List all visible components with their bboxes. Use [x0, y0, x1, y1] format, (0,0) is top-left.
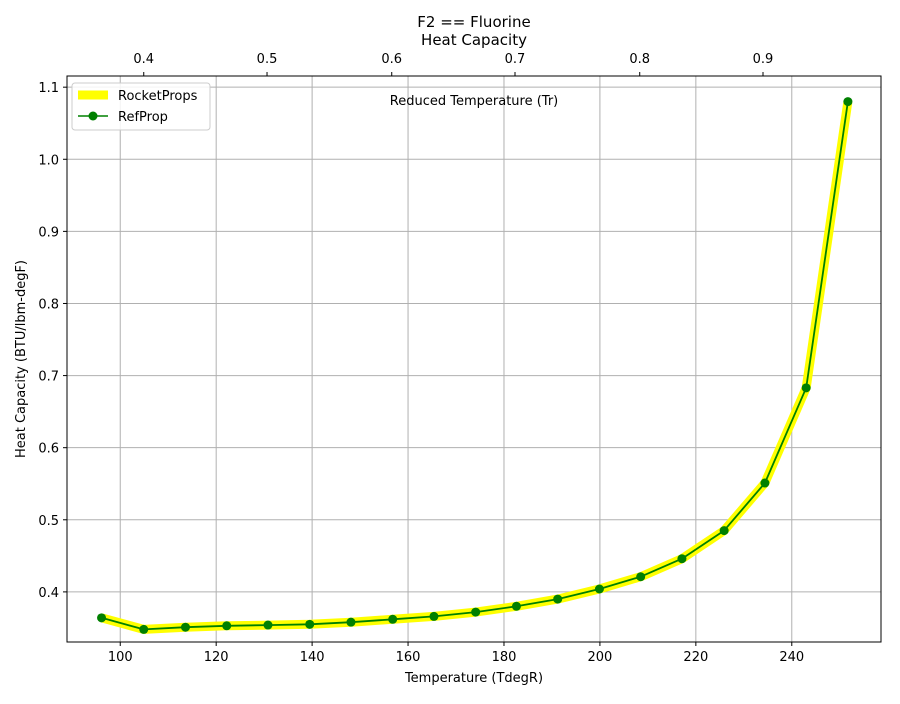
plot-frame	[66, 75, 882, 643]
y-axis-label: Heat Capacity (BTU/lbm-degF)	[14, 260, 29, 458]
top-x-tick-label: 0.6	[381, 52, 402, 67]
refprop-point	[222, 621, 232, 631]
chart-title-line1: F2 == Fluorine	[417, 13, 530, 31]
refprop-point	[843, 97, 853, 107]
refprop-point	[429, 611, 439, 621]
refprop-point	[139, 624, 149, 634]
x-tick-label: 240	[779, 650, 804, 665]
y-tick-label: 0.6	[38, 442, 59, 457]
y-tick-label: 1.0	[38, 153, 59, 168]
legend: RocketProps RefProp	[71, 82, 211, 131]
refprop-point	[471, 607, 481, 617]
chart-title-line2: Heat Capacity	[421, 31, 527, 49]
refprop-point	[388, 614, 398, 624]
refprop-point	[719, 526, 729, 536]
x-tick-label: 220	[683, 650, 708, 665]
legend-label-rocketprops: RocketProps	[118, 89, 198, 104]
legend-marker-refprop	[88, 111, 98, 121]
x-tick-label: 100	[108, 650, 133, 665]
top-x-tick-label: 0.9	[753, 52, 774, 67]
top-x-tick-label: 0.7	[505, 52, 526, 67]
legend-label-refprop: RefProp	[118, 110, 168, 125]
series-line-refprop	[101, 101, 849, 631]
x-axis-label: Temperature (TdegR)	[404, 671, 543, 686]
refprop-point	[263, 620, 273, 630]
top-x-tick-label: 0.5	[257, 52, 278, 67]
top-x-tick-label: 0.4	[133, 52, 154, 67]
y-tick-label: 0.4	[38, 586, 59, 601]
refprop-point	[760, 478, 770, 488]
refprop-point	[305, 619, 315, 629]
series-line-rocketprops	[100, 100, 853, 634]
refprop-point	[594, 584, 604, 594]
x-tick-label: 140	[300, 650, 325, 665]
refprop-point	[636, 572, 646, 582]
tick-layer: 100 120 140 160 180 200 220 240 0.4 0.5 0.6 0.7 0.8 0…	[38, 52, 804, 665]
y-tick-label: 0.5	[38, 514, 59, 529]
y-tick-label: 0.9	[38, 225, 59, 240]
refprop-point	[553, 594, 563, 604]
top-x-axis-label: Reduced Temperature (Tr)	[390, 94, 558, 109]
refprop-point	[511, 601, 521, 611]
refprop-point	[346, 617, 356, 627]
refprop-point	[677, 554, 687, 564]
top-x-tick-label: 0.8	[629, 52, 650, 67]
refprop-point	[97, 613, 107, 623]
series-layer	[97, 97, 853, 634]
x-tick-label: 160	[396, 650, 421, 665]
x-tick-label: 200	[587, 650, 612, 665]
refprop-point	[801, 383, 811, 393]
x-tick-label: 120	[204, 650, 229, 665]
refprop-point	[180, 622, 190, 632]
y-tick-label: 0.8	[38, 297, 59, 312]
y-tick-label: 0.7	[38, 370, 59, 385]
x-tick-label: 180	[492, 650, 517, 665]
y-tick-label: 1.1	[38, 81, 59, 96]
grid-layer	[67, 76, 881, 642]
